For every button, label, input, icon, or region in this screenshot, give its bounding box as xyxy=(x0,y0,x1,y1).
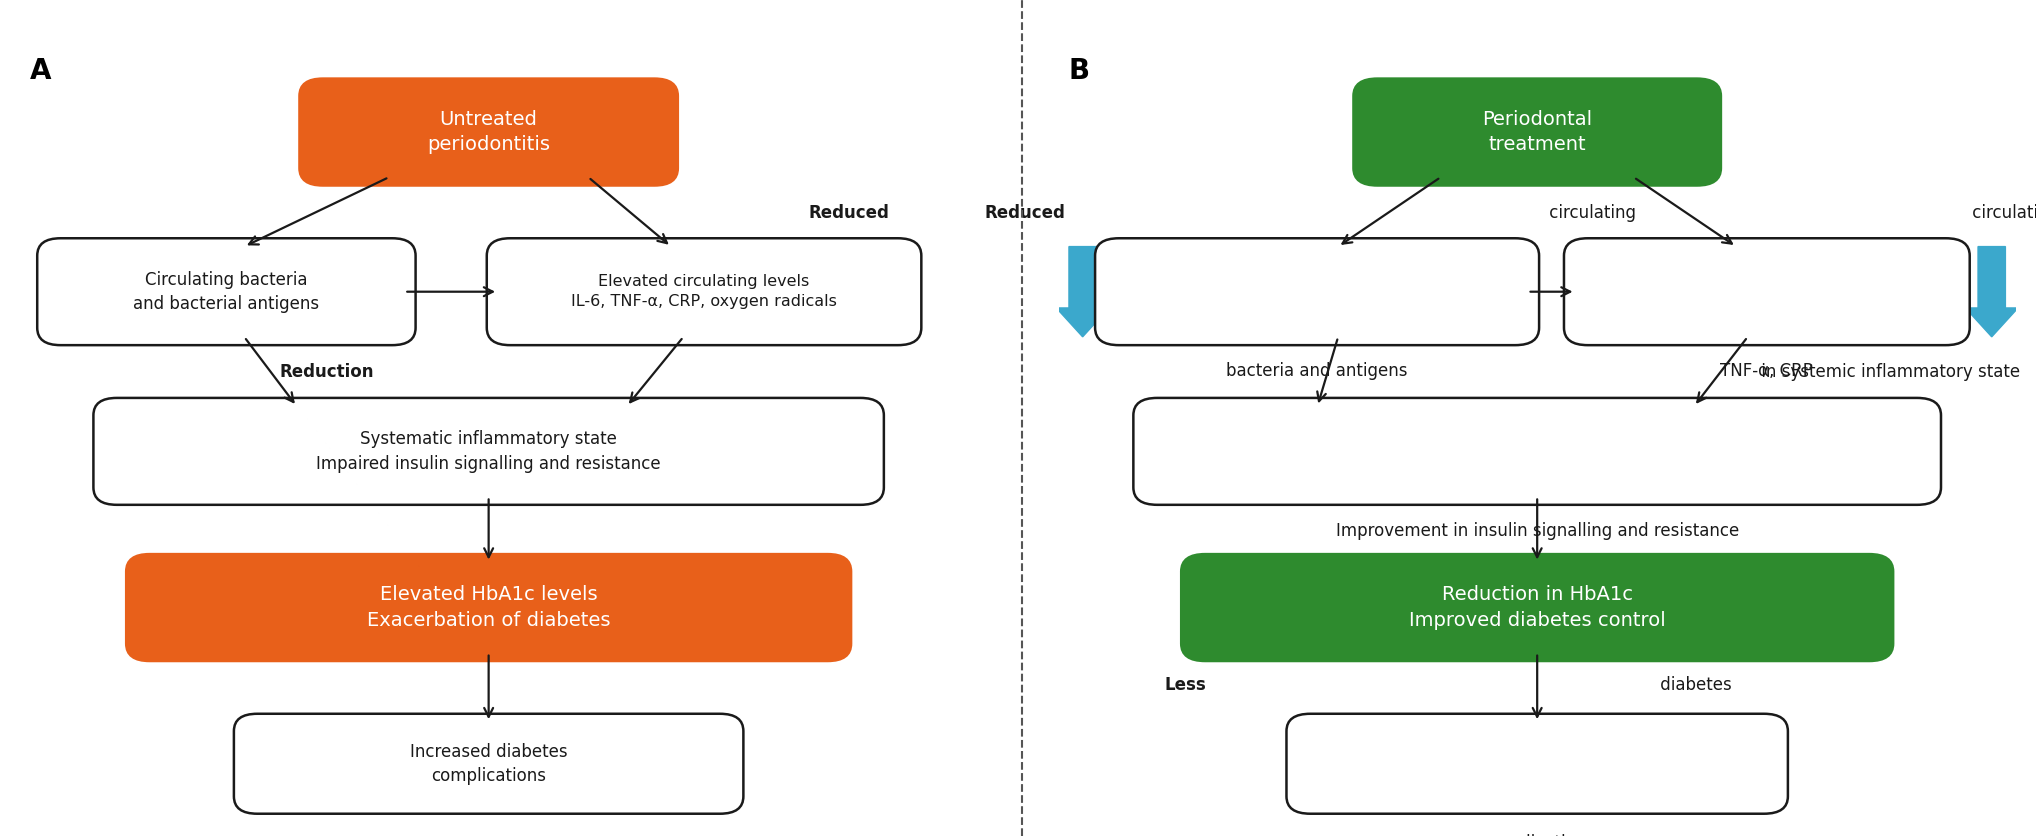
Text: circulating levels: circulating levels xyxy=(1967,204,2036,222)
FancyArrow shape xyxy=(1057,247,1110,337)
Text: Improvement in insulin signalling and resistance: Improvement in insulin signalling and re… xyxy=(1336,522,1739,539)
Text: A: A xyxy=(31,58,51,85)
FancyBboxPatch shape xyxy=(1354,79,1720,186)
Text: Elevated HbA1c levels
Exacerbation of diabetes: Elevated HbA1c levels Exacerbation of di… xyxy=(366,585,611,630)
FancyBboxPatch shape xyxy=(487,238,922,345)
Text: diabetes: diabetes xyxy=(1655,675,1733,694)
Text: complications: complications xyxy=(1480,833,1594,836)
Text: in systemic inflammatory state: in systemic inflammatory state xyxy=(1757,363,2020,381)
Text: Periodontal
treatment: Periodontal treatment xyxy=(1482,110,1592,155)
Text: Reduction: Reduction xyxy=(279,363,375,381)
Text: Reduced: Reduced xyxy=(985,204,1065,222)
Text: Circulating bacteria
and bacterial antigens: Circulating bacteria and bacterial antig… xyxy=(132,271,320,313)
Text: circulating: circulating xyxy=(1545,204,1637,222)
FancyBboxPatch shape xyxy=(126,554,851,661)
FancyBboxPatch shape xyxy=(37,238,415,345)
FancyBboxPatch shape xyxy=(94,398,884,505)
FancyBboxPatch shape xyxy=(1181,554,1893,661)
Text: Reduction in HbA1c
Improved diabetes control: Reduction in HbA1c Improved diabetes con… xyxy=(1409,585,1665,630)
Text: bacteria and antigens: bacteria and antigens xyxy=(1226,362,1407,380)
Text: Reduced: Reduced xyxy=(808,204,890,222)
Text: Untreated
periodontitis: Untreated periodontitis xyxy=(428,110,550,155)
Text: B: B xyxy=(1069,58,1089,85)
FancyArrow shape xyxy=(1965,247,2018,337)
FancyBboxPatch shape xyxy=(1564,238,1969,345)
FancyBboxPatch shape xyxy=(1287,714,1788,813)
FancyBboxPatch shape xyxy=(299,79,678,186)
Text: Less: Less xyxy=(1165,675,1207,694)
FancyBboxPatch shape xyxy=(1134,398,1940,505)
Text: Elevated circulating levels
IL-6, TNF-α, CRP, oxygen radicals: Elevated circulating levels IL-6, TNF-α,… xyxy=(572,274,837,309)
Text: Increased diabetes
complications: Increased diabetes complications xyxy=(409,742,568,785)
FancyBboxPatch shape xyxy=(234,714,743,813)
Text: TNF-α, CRP: TNF-α, CRP xyxy=(1720,362,1814,380)
Text: Systematic inflammatory state
Impaired insulin signalling and resistance: Systematic inflammatory state Impaired i… xyxy=(316,431,662,472)
FancyBboxPatch shape xyxy=(1095,238,1539,345)
